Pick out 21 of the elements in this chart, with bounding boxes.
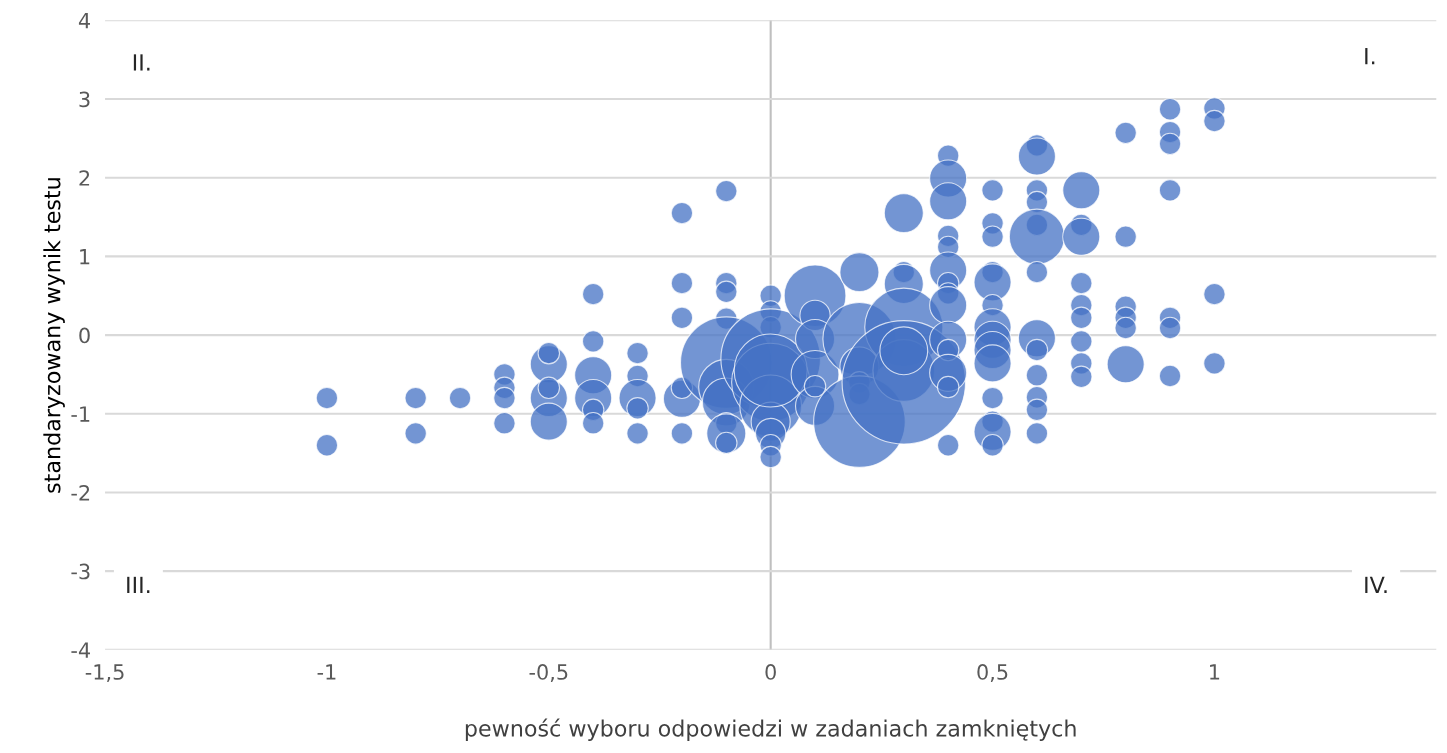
- x-axis-title: pewność wyboru odpowiedzi w zadaniach zamkniętych: [465, 718, 1076, 742]
- y-axis-title: standaryzowany wynik testu: [43, 178, 65, 493]
- annotation: IV.: [1365, 576, 1387, 594]
- x-tick-label: 1: [1210, 664, 1220, 680]
- y-tick-label: -3: [71, 563, 90, 580]
- y-tick-label: 3: [79, 91, 90, 108]
- annotation: III.: [127, 576, 150, 594]
- annotation: II.: [133, 54, 150, 71]
- x-tick-label: -0,5: [529, 664, 568, 682]
- y-tick-label: 0: [79, 327, 90, 344]
- y-tick-label: 2: [79, 170, 90, 186]
- x-tick-label: 0: [765, 664, 776, 680]
- y-tick-label: -2: [71, 484, 90, 501]
- annotation: I.: [1365, 48, 1375, 65]
- x-tick-label: -1: [317, 664, 336, 680]
- y-tick-label: -4: [71, 642, 90, 658]
- x-tick-label: 0,5: [977, 664, 1008, 682]
- y-tick-label: 4: [78, 13, 90, 29]
- y-tick-label: 1: [80, 249, 90, 265]
- x-tick-label: -1,5: [85, 664, 124, 682]
- y-tick-label: -1: [71, 406, 90, 422]
